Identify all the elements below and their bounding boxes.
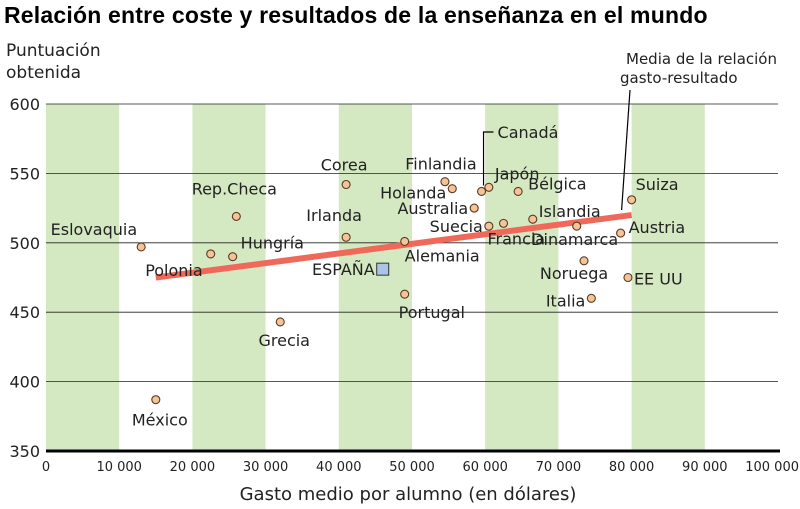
x-tick-label: 70 000 — [536, 460, 582, 475]
point-label-dinamarca: Dinamarca — [531, 230, 618, 249]
x-tick-label: 100 000 — [745, 460, 799, 475]
band-0 — [46, 104, 120, 451]
point-italia — [586, 293, 596, 303]
point-label-españa: ESPAÑA — [312, 260, 375, 279]
y-tick-label: 450 — [9, 303, 40, 322]
point-suiza — [627, 195, 637, 205]
band-8 — [631, 104, 705, 451]
point-holanda — [447, 184, 457, 194]
point-bélgica — [513, 186, 523, 196]
point-irlanda — [341, 232, 351, 242]
point-label-bélgica: Bélgica — [528, 174, 586, 193]
y-tick-label: 550 — [9, 164, 40, 183]
point-alemania — [400, 236, 410, 246]
point-label-holanda: Holanda — [380, 184, 446, 203]
x-tick-label: 10 000 — [96, 460, 142, 475]
point-label-noruega: Noruega — [540, 264, 608, 283]
point-label-francia: Francia — [488, 229, 546, 248]
leader-lines: Canadá Media de la relacióngasto-resultad… — [482, 50, 777, 211]
point-hungría — [228, 252, 238, 262]
point-label-hungría: Hungría — [241, 234, 304, 253]
trend-line — [155, 212, 632, 281]
point-portugal — [400, 289, 410, 299]
point-islandia — [528, 214, 538, 224]
x-tick-label: 20 000 — [170, 460, 216, 475]
x-tick-label: 90 000 — [682, 460, 728, 475]
y-axis-label-line-1: Puntuación — [6, 41, 101, 61]
point-japón — [484, 182, 494, 192]
point-polonia — [206, 249, 216, 259]
point-label-suiza: Suiza — [636, 175, 679, 194]
leader-trend — [621, 89, 631, 211]
point-francia — [498, 218, 509, 228]
point-austria — [616, 228, 626, 238]
data-points — [136, 177, 637, 405]
x-tick-label: 60 000 — [462, 460, 508, 475]
point-label-alemania: Alemania — [405, 246, 480, 265]
point-suecia — [484, 221, 494, 231]
band-6 — [485, 104, 559, 451]
point-label-irlanda: Irlanda — [306, 206, 362, 225]
y-tick-labels: 350 400 450 500 550 600 — [9, 95, 40, 461]
point-label-suecia: Suecia — [430, 217, 483, 236]
point-label-portugal: Portugal — [399, 303, 465, 322]
point-grecia — [275, 317, 285, 327]
point-label-australia: Australia — [397, 199, 468, 218]
point-finlandia — [440, 177, 450, 187]
point-label-corea: Corea — [321, 156, 368, 175]
point-label-ee uu: EE UU — [634, 270, 683, 289]
point-label-islandia: Islandia — [539, 202, 601, 221]
background-bands — [46, 104, 705, 451]
point-label-japón: Japón — [494, 164, 540, 183]
x-tick-label: 30 000 — [243, 460, 289, 475]
y-axis-label-line-2: obtenida — [6, 63, 81, 83]
point-label-italia: Italia — [546, 291, 586, 310]
x-tick-label: 50 000 — [389, 460, 435, 475]
point-noruega — [579, 256, 589, 266]
y-tick-label: 500 — [9, 234, 40, 253]
point-españa — [376, 262, 390, 276]
y-tick-label: 350 — [9, 442, 40, 461]
point-label-austria: Austria — [629, 218, 686, 237]
x-tick-label: 0 — [42, 460, 50, 475]
point-méxico — [151, 395, 161, 405]
point-rep.checa — [231, 211, 241, 221]
point-label-grecia: Grecia — [258, 331, 310, 350]
point-labels: Eslovaquia Polonia Hungría Rep.Checa México G… — [51, 155, 685, 430]
trend-line-group — [155, 212, 632, 281]
point-label-canada: Canadá — [498, 123, 559, 142]
x-tick-label: 40 000 — [316, 460, 362, 475]
point-label-polonia: Polonia — [145, 261, 203, 280]
leader-canada — [482, 131, 494, 186]
point-corea — [341, 179, 351, 190]
point-ee uu — [623, 272, 633, 283]
point-label-eslovaquia: Eslovaquia — [51, 220, 138, 239]
band-2 — [192, 104, 266, 451]
point-eslovaquia — [136, 242, 146, 252]
trend-label-line-2: gasto-resultado — [620, 69, 738, 87]
band-4 — [338, 104, 412, 451]
y-tick-label: 600 — [9, 95, 40, 114]
point-label-finlandia: Finlandia — [405, 155, 476, 174]
point-label-méxico: México — [132, 411, 188, 430]
x-tick-labels: 0 10 000 20 000 30 000 40 000 50 000 60 000 70 … — [42, 460, 799, 505]
trend-label-line-1: Media de la relación — [626, 50, 777, 68]
x-axis-label: Gasto medio por alumno (en dólares) — [240, 484, 577, 505]
y-tick-label: 400 — [9, 373, 40, 392]
point-canadá — [476, 186, 487, 196]
point-label-rep.checa: Rep.Checa — [192, 179, 277, 198]
chart-title: Relación entre coste y resultados de la … — [4, 2, 708, 28]
point-dinamarca — [572, 221, 582, 231]
point-australia — [469, 203, 479, 213]
x-tick-label: 80 000 — [609, 460, 655, 475]
